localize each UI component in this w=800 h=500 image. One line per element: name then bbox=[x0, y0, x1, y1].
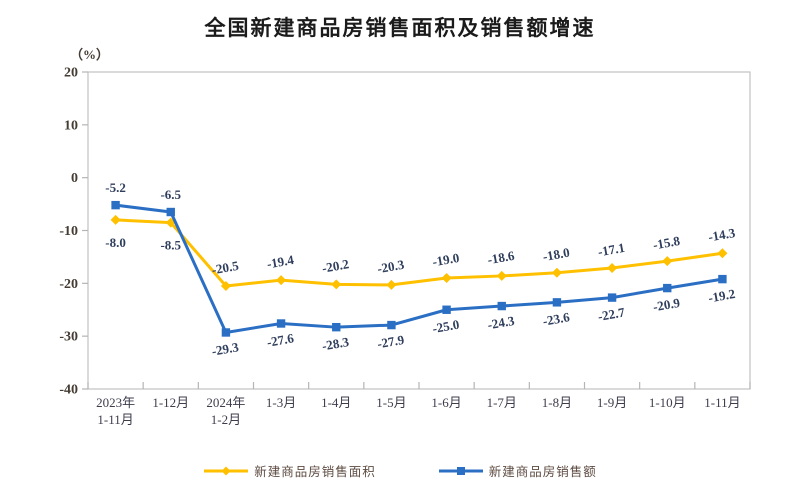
data-label: -20.2 bbox=[321, 256, 350, 275]
x-axis-tick-label: 2024年 1-2月 bbox=[206, 395, 245, 427]
y-axis-tick-label: 10 bbox=[64, 118, 78, 133]
y-axis-tick-label: -20 bbox=[59, 277, 78, 292]
x-axis-tick-label: 1-4月 bbox=[321, 395, 351, 410]
data-point-marker-diamond bbox=[496, 270, 507, 281]
y-axis-unit-label: （%） bbox=[70, 47, 110, 62]
data-label: -8.0 bbox=[105, 235, 126, 250]
data-point-marker-diamond bbox=[331, 279, 342, 290]
data-point-marker-square bbox=[442, 305, 451, 314]
data-point-marker-square bbox=[497, 301, 506, 311]
data-point-marker-square bbox=[111, 200, 120, 210]
data-point-marker-diamond bbox=[662, 256, 673, 267]
y-axis-tick-label: 0 bbox=[71, 171, 78, 186]
data-point-marker-diamond bbox=[276, 275, 287, 286]
data-label: -19.0 bbox=[431, 250, 460, 269]
x-axis-tick-label: 1-5月 bbox=[376, 395, 406, 410]
legend: 新建商品房销售面积 新建商品房销售额 bbox=[0, 461, 800, 480]
data-label: -22.7 bbox=[597, 304, 627, 324]
data-label: -17.1 bbox=[597, 240, 626, 259]
legend-item-sales-area[interactable]: 新建商品房销售面积 bbox=[203, 461, 376, 480]
data-point-marker-diamond bbox=[386, 279, 397, 290]
legend-line-diamond-icon bbox=[204, 466, 249, 475]
data-label: -18.0 bbox=[541, 245, 570, 264]
data-point-marker-square bbox=[332, 322, 341, 332]
data-point-marker-diamond bbox=[717, 248, 728, 259]
legend-item-sales-amount[interactable]: 新建商品房销售额 bbox=[438, 461, 597, 480]
data-point-marker-square bbox=[387, 320, 396, 330]
data-label: -24.3 bbox=[486, 313, 516, 333]
x-axis-tick-label: 1-7月 bbox=[487, 395, 517, 410]
data-point-marker-square bbox=[718, 274, 727, 284]
data-label: -14.3 bbox=[707, 225, 737, 245]
data-point-marker-diamond bbox=[220, 280, 231, 291]
y-axis-tick-label: 20 bbox=[64, 66, 78, 81]
x-axis-tick-label: 1-10月 bbox=[649, 395, 686, 410]
data-label: -6.5 bbox=[160, 187, 181, 202]
data-label: -25.0 bbox=[431, 317, 460, 336]
x-axis-tick-label: 1-12月 bbox=[152, 395, 189, 410]
data-point-marker-diamond bbox=[607, 263, 618, 274]
x-axis-tick-label: 1-3月 bbox=[266, 395, 296, 410]
legend-label-sales-area: 新建商品房销售面积 bbox=[254, 465, 376, 479]
data-label: -8.5 bbox=[160, 238, 181, 253]
data-label: -27.9 bbox=[376, 332, 406, 352]
legend-label-sales-amount: 新建商品房销售额 bbox=[488, 465, 597, 479]
data-label: -20.3 bbox=[376, 257, 406, 277]
data-point-marker-square bbox=[552, 298, 562, 307]
legend-marker-diamond bbox=[221, 466, 231, 475]
data-label: -19.2 bbox=[707, 286, 736, 305]
x-axis-tick-label: 1-11月 bbox=[704, 395, 740, 410]
data-point-marker-diamond bbox=[551, 267, 562, 278]
data-label: -28.3 bbox=[321, 334, 351, 354]
x-axis-tick-label: 1-8月 bbox=[542, 395, 572, 410]
data-label: -15.8 bbox=[652, 233, 682, 253]
plot-border bbox=[87, 71, 751, 390]
data-label: -5.2 bbox=[105, 180, 126, 195]
legend-line-square-icon bbox=[438, 466, 483, 475]
x-axis-tick-label: 2023年 1-11月 bbox=[96, 395, 135, 427]
data-point-marker-square bbox=[607, 293, 617, 302]
data-label: -23.6 bbox=[541, 309, 571, 329]
series-line-sales-area bbox=[115, 218, 723, 288]
y-axis-tick-label: -10 bbox=[59, 224, 78, 239]
data-label: -18.6 bbox=[486, 248, 516, 268]
y-axis-tick-label: -30 bbox=[59, 330, 78, 345]
data-label: -20.5 bbox=[210, 258, 240, 278]
data-label: -27.6 bbox=[266, 330, 296, 350]
data-label: -19.4 bbox=[266, 252, 296, 272]
chart-title: 全国新建商品房销售面积及销售额增速 bbox=[204, 17, 596, 40]
legend-marker-square bbox=[456, 466, 465, 475]
data-point-marker-square bbox=[166, 207, 175, 217]
data-point-marker-diamond bbox=[110, 214, 121, 225]
data-label: -29.3 bbox=[210, 339, 240, 359]
series-line-sales-amount bbox=[115, 203, 723, 334]
data-point-marker-square bbox=[276, 319, 286, 328]
data-point-marker-diamond bbox=[441, 273, 452, 284]
y-axis-tick-label: -40 bbox=[59, 383, 78, 398]
x-axis-tick-label: 1-9月 bbox=[597, 395, 627, 410]
data-point-marker-square bbox=[221, 328, 231, 337]
data-label: -20.9 bbox=[652, 295, 682, 315]
data-point-marker-square bbox=[663, 283, 672, 293]
x-axis-tick-label: 1-6月 bbox=[431, 395, 461, 410]
